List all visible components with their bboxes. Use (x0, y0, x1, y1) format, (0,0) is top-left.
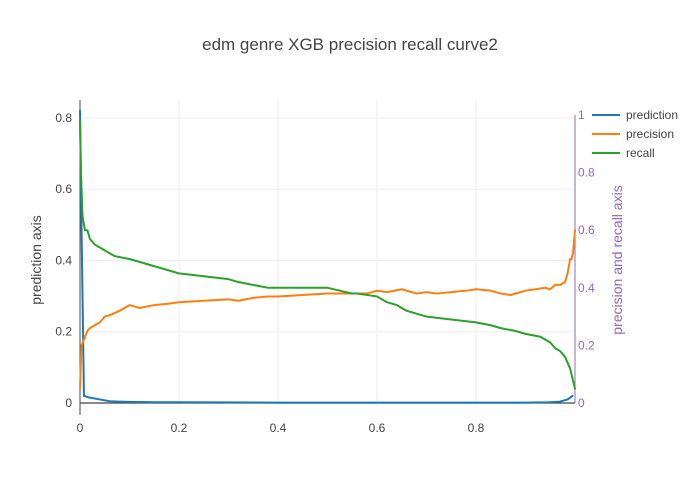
y-right-tick-label: 0.4 (578, 281, 595, 295)
y-left-tick-label: 0.8 (55, 111, 72, 125)
grid-layer (79, 100, 575, 403)
y-right-tick-label: 0.6 (578, 223, 595, 237)
series-layer (79, 109, 576, 404)
legend-layer: prediction precision recall (592, 108, 678, 160)
recall-legend-label: recall (626, 146, 655, 160)
x-tick-label: 0.6 (369, 421, 386, 435)
precision-series-line (79, 229, 576, 390)
chart-title: edm genre XGB precision recall curve2 (202, 35, 498, 54)
prediction-legend-label: prediction (626, 108, 678, 122)
x-tick-label: 0.8 (468, 421, 485, 435)
y-right-tick-label: 0.8 (578, 166, 595, 180)
y-right-tick-label: 1 (578, 108, 585, 122)
y-left-tick-label: 0.2 (55, 325, 72, 339)
recall-series-line (79, 119, 576, 390)
y-left-tick-label: 0.4 (55, 253, 72, 267)
axes-layer: 0 0.2 0.4 0.6 0.8 0 0.2 0.4 0.6 0.8 0 0.2 0.4 0.6 0.8 1 (55, 100, 595, 435)
x-tick-label: 0.2 (171, 421, 188, 435)
prediction-series-line (79, 109, 574, 404)
precision-legend-label: precision (626, 127, 674, 141)
x-tick-label: 0 (77, 421, 84, 435)
y-right-tick-label: 0 (578, 396, 585, 410)
x-tick-label: 0.4 (270, 421, 287, 435)
y-right-tick-label: 0.2 (578, 338, 595, 352)
y-left-tick-label: 0 (65, 396, 72, 410)
y-left-tick-label: 0.6 (55, 182, 72, 196)
left-axis-label: prediction axis (28, 215, 44, 305)
right-axis-label: precision and recall axis (609, 185, 625, 334)
